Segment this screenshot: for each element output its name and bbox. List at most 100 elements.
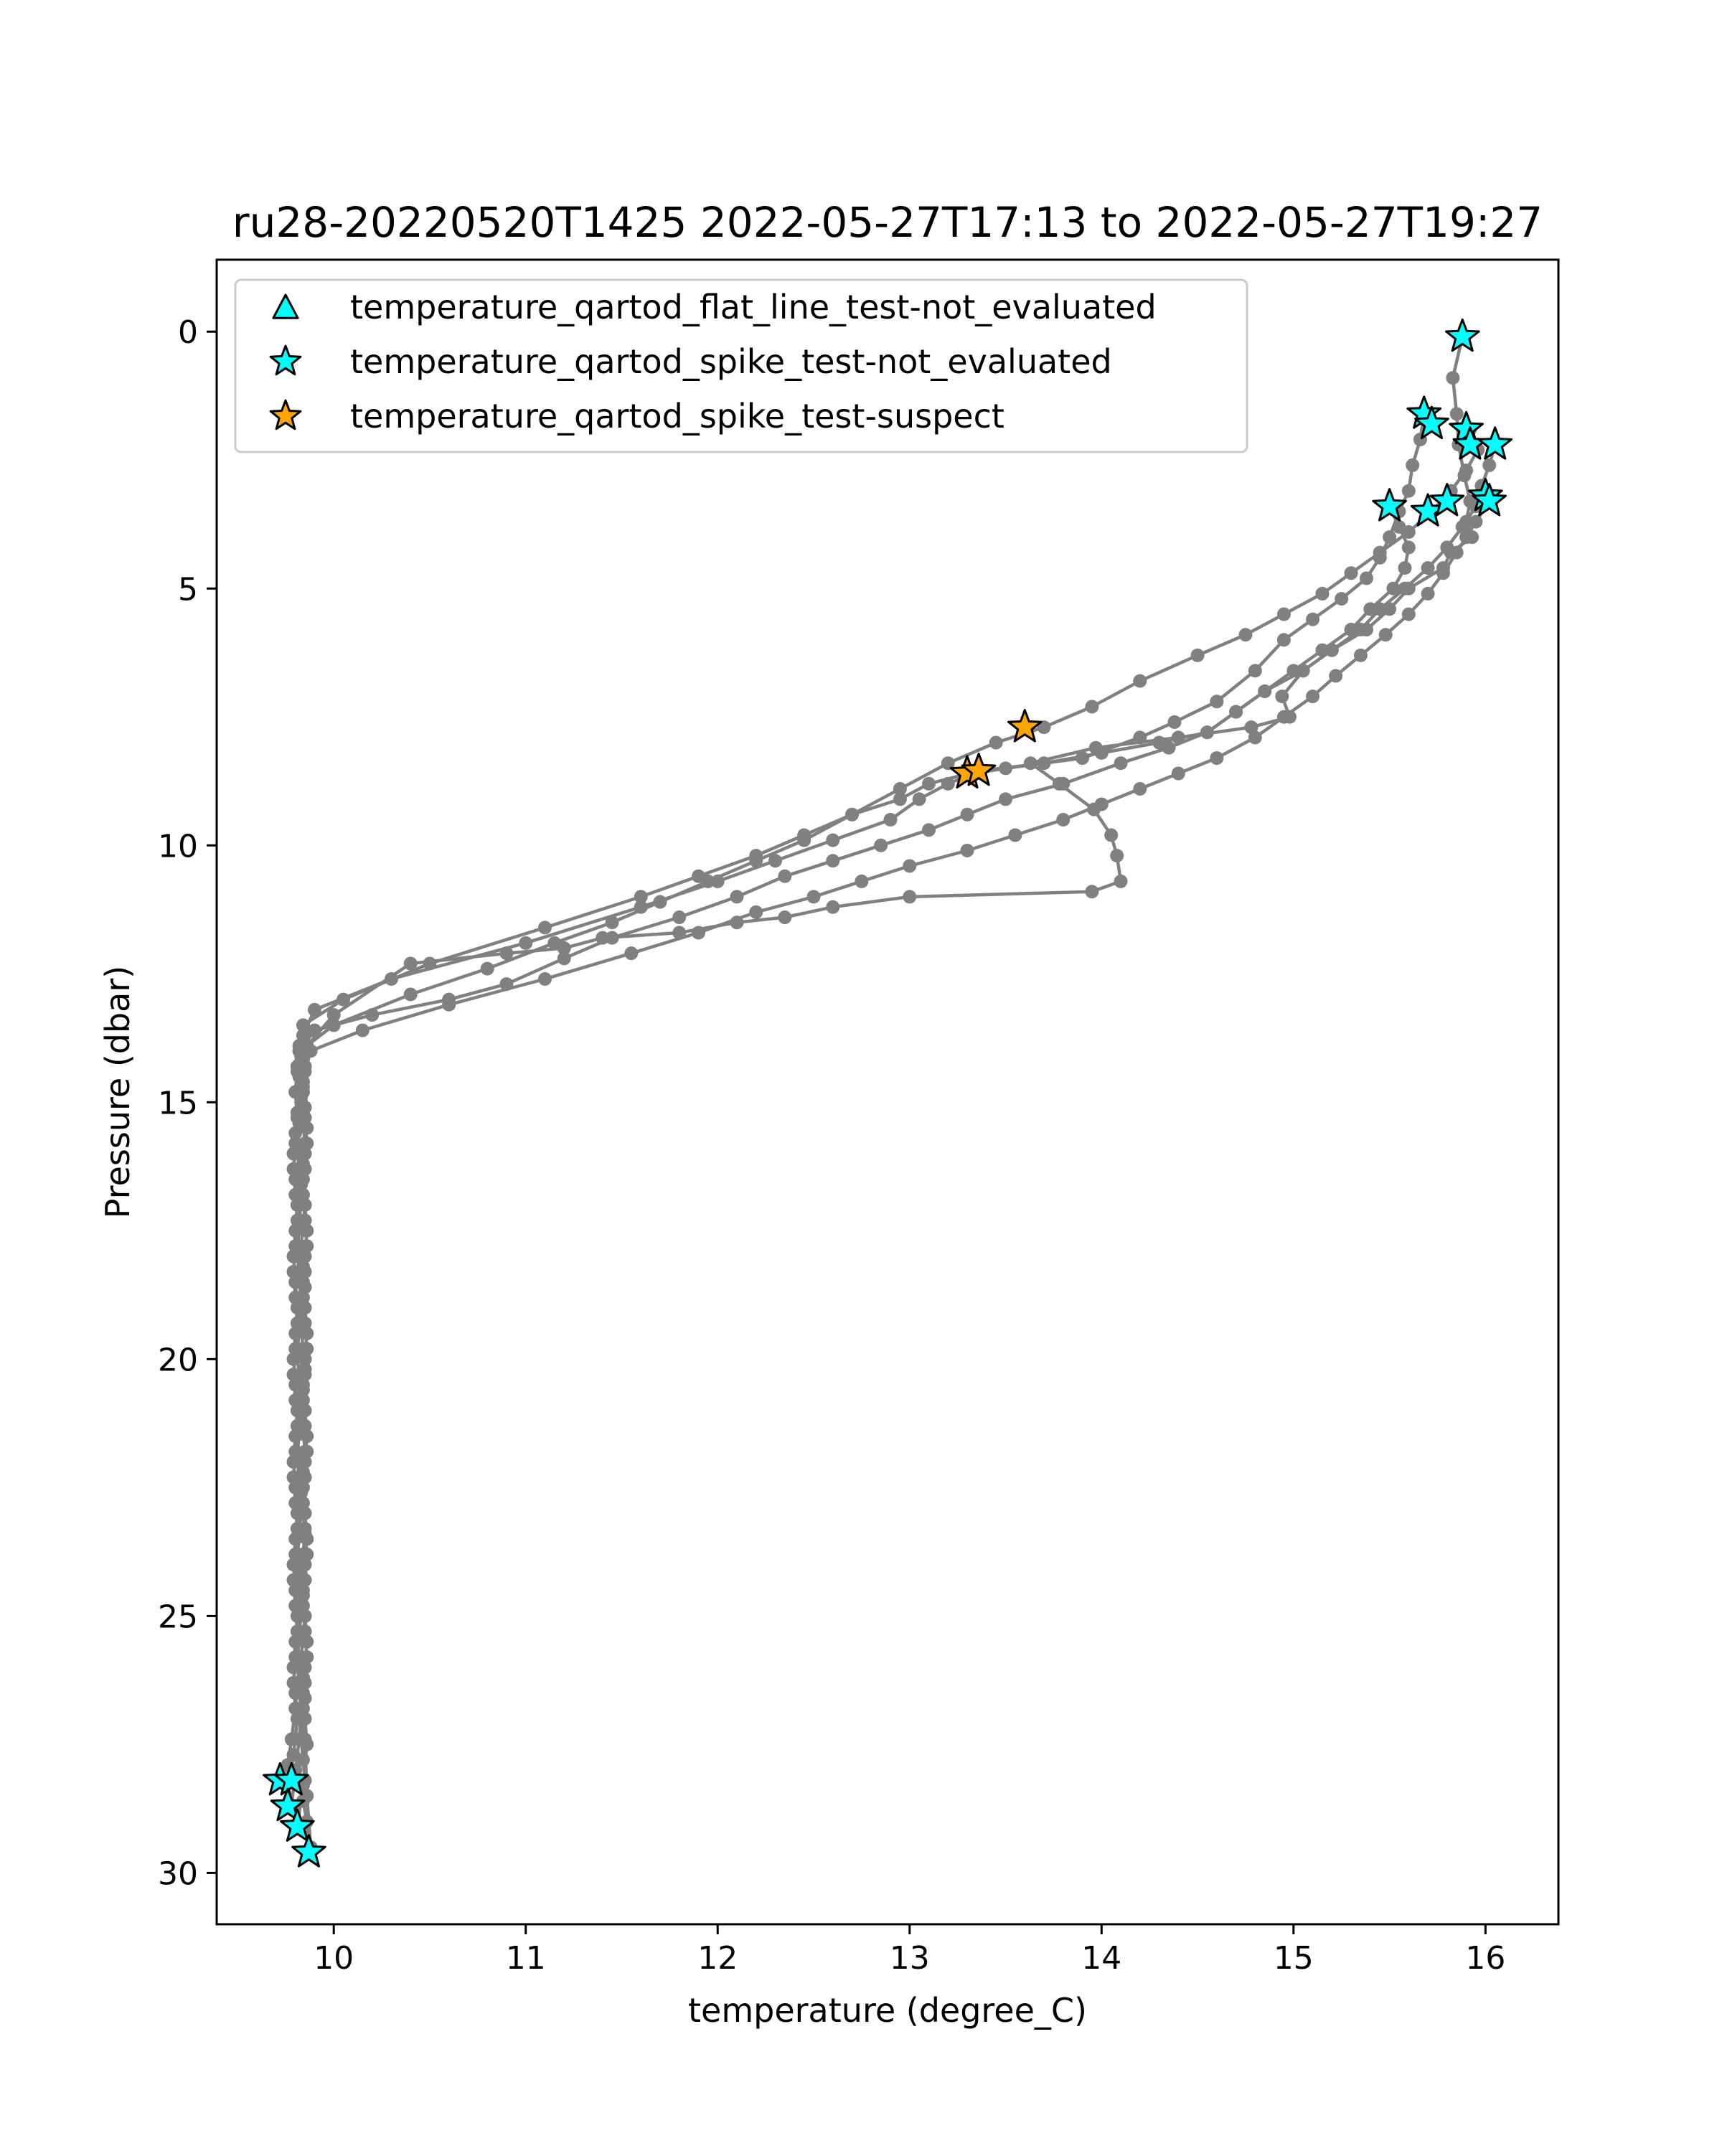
profile-point	[634, 890, 648, 904]
series-2-marker	[1444, 318, 1480, 352]
x-tick-label: 10	[314, 1940, 354, 1977]
profile-point	[1469, 514, 1483, 529]
profile-point	[941, 756, 955, 771]
profile-point	[672, 910, 687, 925]
profile-point	[1353, 623, 1368, 637]
profile-point	[307, 1002, 321, 1017]
profile-point	[1459, 530, 1474, 545]
profile-point	[307, 1023, 321, 1037]
profile-point	[749, 854, 763, 868]
profile-point	[298, 1712, 312, 1726]
profile-point	[691, 926, 705, 940]
profile-point	[1037, 720, 1051, 735]
profile-point	[300, 1039, 314, 1053]
profile-point	[1200, 725, 1214, 740]
profile-point	[288, 1532, 303, 1546]
y-tick-label: 0	[178, 314, 198, 351]
chart-title: ru28-20220520T1425 2022-05-27T17:13 to 2…	[232, 198, 1543, 247]
profile-point	[1056, 812, 1071, 827]
profile-point	[296, 1172, 310, 1187]
profile-point	[298, 1249, 312, 1263]
profile-point	[1398, 561, 1412, 575]
profile-point	[874, 838, 888, 852]
profile-point	[826, 900, 840, 914]
legend-box	[234, 278, 1248, 453]
profile-point	[1248, 664, 1262, 678]
profile-point	[298, 1059, 312, 1073]
profile-point	[912, 792, 926, 806]
y-tick-label: 15	[158, 1085, 198, 1121]
profile-point	[1401, 607, 1416, 621]
profile-point	[893, 782, 907, 796]
plot-layer	[263, 318, 1512, 1868]
profile-point	[1094, 797, 1109, 811]
profile-point	[855, 874, 869, 888]
profile-point	[806, 890, 821, 904]
profile-point	[960, 843, 974, 857]
profile-point	[903, 890, 917, 904]
series-3-marker	[961, 753, 997, 786]
series-2-marker	[270, 1787, 306, 1822]
profile-point	[1276, 710, 1291, 724]
series-3-marker	[1007, 709, 1043, 743]
plot-frame	[215, 258, 1560, 1926]
profile-point	[1383, 530, 1397, 545]
profile-point	[403, 987, 418, 1002]
profile-point	[298, 1506, 312, 1520]
profile-point	[298, 1455, 312, 1469]
profile-point	[1306, 689, 1320, 704]
profile-point	[778, 869, 792, 883]
profile-point	[519, 936, 533, 950]
profile-point	[1315, 586, 1330, 601]
profile-point	[845, 807, 860, 822]
profile-point	[1406, 458, 1420, 472]
profile-point	[1436, 566, 1450, 580]
profile-point	[1167, 715, 1182, 729]
profile-point	[1401, 540, 1416, 555]
profile-point	[296, 1018, 310, 1032]
profile-point	[298, 1301, 312, 1315]
profile-point	[701, 874, 715, 888]
profile-point	[1359, 571, 1373, 585]
profile-point	[1449, 407, 1464, 421]
profile-point	[768, 854, 782, 868]
profile-point	[1276, 607, 1291, 621]
profile-point	[1114, 756, 1128, 771]
profile-point	[442, 997, 456, 1012]
series-2-marker	[1472, 483, 1507, 517]
profile-point	[1104, 828, 1119, 842]
profile-point	[1276, 633, 1291, 647]
y-tick-label: 20	[158, 1342, 198, 1378]
profile-point	[1421, 586, 1435, 601]
profile-point	[1133, 730, 1147, 745]
profile-point	[1363, 602, 1378, 616]
profile-point	[1449, 545, 1464, 560]
profile-point	[749, 905, 763, 919]
profile-point	[288, 1429, 303, 1444]
legend-marker-1	[272, 293, 299, 319]
profile-point	[326, 1008, 341, 1022]
profile-point	[286, 1147, 301, 1161]
profile-point	[1085, 885, 1099, 899]
series-2-marker	[1372, 488, 1407, 522]
profile-point	[298, 1352, 312, 1366]
profile-point	[296, 1275, 310, 1289]
profile-point	[337, 992, 351, 1007]
profile-point	[826, 833, 840, 847]
series-2-marker	[1414, 405, 1449, 440]
profile-point	[1056, 776, 1071, 791]
profile-point	[1171, 766, 1185, 781]
profile-point	[286, 1455, 301, 1469]
profile-point	[922, 776, 936, 791]
profile-point	[826, 854, 840, 868]
profile-point	[605, 931, 619, 945]
profile-point	[1421, 561, 1435, 575]
profile-point	[1258, 684, 1272, 698]
profile-point	[1401, 484, 1416, 498]
profile-point	[1398, 581, 1412, 596]
profile-point	[288, 1223, 303, 1238]
plot-area	[263, 318, 1512, 1868]
profile-point	[298, 1100, 312, 1114]
profile-point	[1085, 700, 1099, 714]
